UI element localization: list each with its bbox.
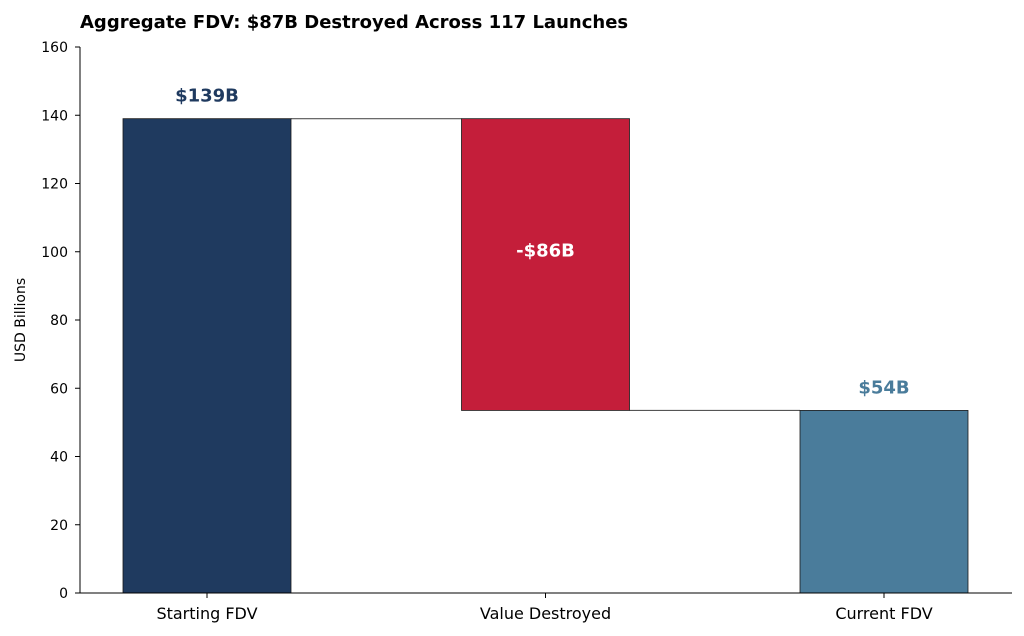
y-tick-label: 20 <box>50 518 68 534</box>
y-tick-label: 0 <box>59 586 68 602</box>
y-tick-label: 140 <box>41 108 68 124</box>
data-label: -$86B <box>516 241 575 262</box>
x-axis-ticks: Starting FDV Value Destroyed Current FDV <box>156 593 933 623</box>
x-tick-label: Value Destroyed <box>480 604 611 623</box>
bar-current-fdv <box>799 410 969 594</box>
y-tick-label: 100 <box>41 245 68 261</box>
data-label: $139B <box>175 86 239 107</box>
bar-starting-fdv <box>122 118 292 594</box>
y-axis-title: USD Billions <box>13 278 29 362</box>
y-tick-label: 120 <box>41 177 68 193</box>
y-tick-label: 160 <box>41 40 68 56</box>
x-tick-label: Current FDV <box>835 604 932 623</box>
y-axis-ticks: 0 20 40 60 80 100 120 140 160 <box>41 40 80 602</box>
connector-lines <box>291 118 800 412</box>
bars-group <box>122 118 969 594</box>
x-tick-label: Starting FDV <box>156 604 257 623</box>
bar-value-destroyed <box>461 118 630 411</box>
y-tick-label: 80 <box>50 313 68 329</box>
data-label: $54B <box>858 377 909 398</box>
y-tick-label: 60 <box>50 381 68 397</box>
chart-title: Aggregate FDV: $87B Destroyed Across 117… <box>80 12 628 33</box>
data-labels: $139B -$86B $54B <box>175 86 910 399</box>
y-tick-label: 40 <box>50 450 68 466</box>
